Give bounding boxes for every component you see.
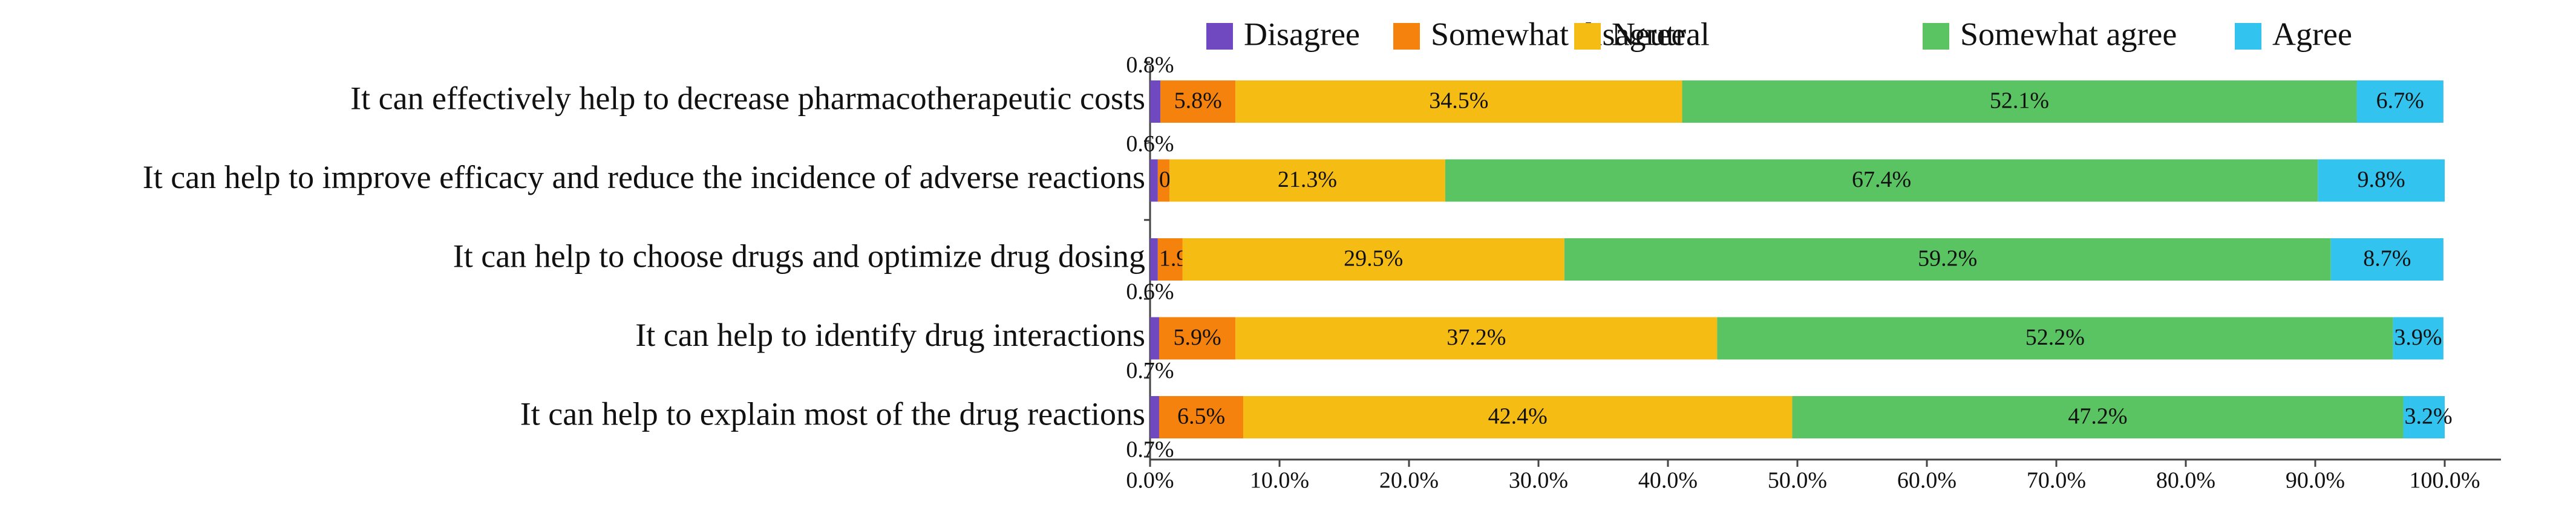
x-tick-label: 0.0%	[1126, 468, 1174, 493]
legend-swatch	[1206, 23, 1233, 50]
x-tick-label: 70.0%	[2027, 468, 2086, 493]
legend-label: Somewhat disagree	[1431, 16, 1685, 52]
value-label: 3.2%	[2405, 404, 2453, 429]
bar-segment	[1182, 238, 1564, 281]
legend-swatch	[1923, 23, 1949, 50]
bar-segment	[2356, 80, 2444, 123]
value-label: 47.2%	[2068, 404, 2127, 429]
x-tick-label: 20.0%	[1379, 468, 1439, 493]
bar-segment	[1150, 317, 1159, 360]
value-label: 42.4%	[1488, 404, 1548, 429]
x-tick-label: 90.0%	[2286, 468, 2345, 493]
value-label: 8.7%	[2363, 246, 2411, 272]
value-label: 59.2%	[1918, 246, 1977, 272]
value-label: 21.3%	[1278, 167, 1337, 192]
bar-segment	[2330, 238, 2444, 281]
legend-label: Somewhat agree	[1960, 16, 2177, 52]
category-label: It can help to explain most of the drug …	[520, 395, 1145, 432]
legend-label: Disagree	[1244, 16, 1360, 52]
value-label: 29.5%	[1344, 246, 1403, 272]
legend-swatch	[1574, 23, 1601, 50]
value-label: 34.5%	[1429, 88, 1488, 114]
x-tick-label: 60.0%	[1897, 468, 1957, 493]
value-label: 0.8%	[1126, 53, 1174, 78]
bar-segment	[1150, 80, 1161, 123]
bar-segment	[1150, 159, 1158, 202]
legend-label: Agree	[2272, 16, 2352, 52]
category-label: It can help to improve efficacy and redu…	[143, 159, 1145, 195]
bar-segment	[1717, 317, 2393, 360]
x-tick-label: 10.0%	[1250, 468, 1309, 493]
x-tick-label: 80.0%	[2156, 468, 2215, 493]
value-label: 0.7%	[1126, 358, 1174, 383]
bar-segment	[1159, 317, 1236, 360]
bar-segment	[1235, 80, 1682, 123]
category-label: It can help to identify drug interaction…	[635, 317, 1145, 353]
value-label: 52.2%	[2025, 325, 2085, 350]
bar-segment	[1157, 159, 1170, 202]
bar-segment	[2393, 317, 2444, 360]
value-label: 37.2%	[1447, 325, 1506, 350]
legend-label: Neutral	[1612, 16, 1710, 52]
value-label: 5.9%	[1174, 325, 1221, 350]
x-tick-label: 50.0%	[1768, 468, 1827, 493]
value-label: 52.1%	[1990, 88, 2049, 114]
value-label: 9.8%	[2358, 167, 2405, 192]
legend-swatch	[1393, 23, 1420, 50]
bar-segment	[1150, 238, 1158, 281]
category-label: It can effectively help to decrease phar…	[350, 80, 1145, 116]
value-label: 5.8%	[1174, 88, 1222, 114]
bar-segment	[1169, 159, 1445, 202]
value-label: 0.6%	[1126, 131, 1174, 157]
bar-segment	[1564, 238, 2331, 281]
bar-segment	[2403, 396, 2445, 438]
value-label: 67.4%	[1852, 167, 1911, 192]
bar-segment	[1160, 80, 1236, 123]
bar-segment	[1243, 396, 1793, 438]
bar-segment	[1235, 317, 1718, 360]
value-label: 0.6%	[1126, 279, 1174, 305]
value-label: 6.7%	[2376, 88, 2424, 114]
x-tick-label: 30.0%	[1509, 468, 1568, 493]
bar-segment	[1792, 396, 2404, 438]
bar-segment	[1159, 396, 1244, 438]
bar-segment	[1150, 396, 1159, 438]
bar-segment	[1445, 159, 2318, 202]
value-label: 6.5%	[1177, 404, 1225, 429]
legend-swatch	[2235, 23, 2261, 50]
bar-segment	[1682, 80, 2357, 123]
bar-segment	[2318, 159, 2445, 202]
bar-segment	[1157, 238, 1183, 281]
x-tick-label: 40.0%	[1638, 468, 1698, 493]
value-label: 0.7%	[1126, 437, 1174, 463]
value-label: 3.9%	[2394, 325, 2442, 350]
category-label: It can help to choose drugs and optimize…	[453, 238, 1145, 274]
x-tick-label: 100.0%	[2409, 468, 2480, 493]
